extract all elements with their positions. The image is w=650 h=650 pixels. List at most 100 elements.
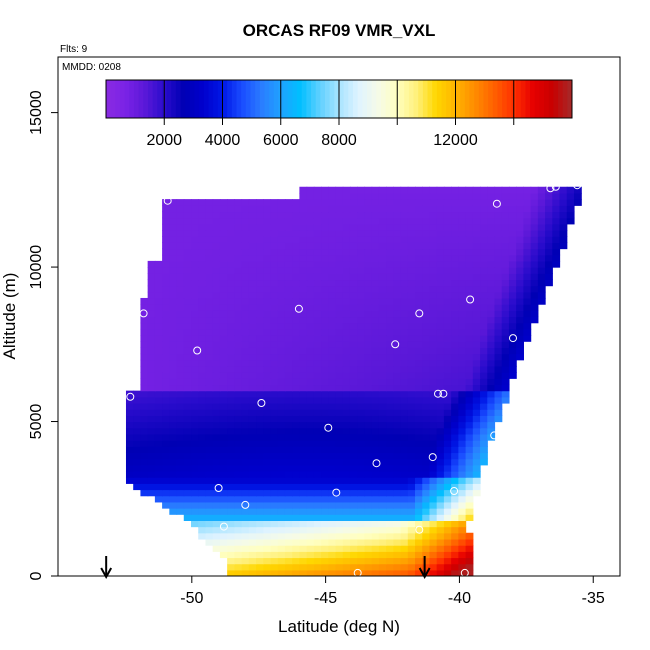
heatmap-cell [277, 378, 286, 386]
heatmap-cell [400, 458, 409, 466]
heatmap-cell [176, 464, 185, 472]
heatmap-cell [393, 304, 402, 311]
heatmap-cell [277, 390, 286, 398]
heatmap-cell [530, 192, 539, 200]
colorbar-segment [427, 80, 433, 118]
heatmap-cell [270, 403, 279, 410]
heatmap-cell [501, 273, 510, 281]
heatmap-cell [335, 446, 344, 454]
heatmap-cell [270, 396, 279, 404]
heatmap-cell [256, 223, 264, 231]
heatmap-cell [219, 310, 228, 318]
heatmap-cell [494, 353, 503, 361]
heatmap-cell [487, 248, 496, 256]
heatmap-cell [480, 285, 488, 293]
heatmap-cell [328, 390, 337, 398]
heatmap-cell [335, 433, 344, 441]
heatmap-cell [393, 427, 402, 435]
heatmap-cell [299, 223, 308, 231]
heatmap-cell [429, 483, 438, 491]
heatmap-cell [198, 316, 207, 324]
heatmap-cell [480, 310, 488, 318]
heatmap-cell [227, 297, 235, 305]
heatmap-cell [183, 372, 192, 379]
heatmap-cell [429, 267, 438, 274]
heatmap-cell [458, 260, 467, 268]
heatmap-cell [306, 199, 315, 206]
heatmap-cell [364, 316, 373, 324]
heatmap-cell [227, 403, 235, 410]
heatmap-cell [480, 452, 488, 460]
colorbar-segment [478, 80, 484, 118]
heatmap-cell [364, 365, 373, 373]
heatmap-cell [566, 186, 575, 194]
heatmap-cell [191, 464, 199, 472]
heatmap-cell [386, 526, 394, 534]
heatmap-cell [248, 501, 257, 509]
heatmap-cell [227, 569, 235, 576]
heatmap-cell [472, 464, 481, 472]
heatmap-cell [443, 297, 452, 305]
heatmap-cell [198, 297, 207, 305]
heatmap-cell [443, 551, 452, 559]
heatmap-cell [256, 440, 264, 447]
heatmap-cell [530, 316, 539, 324]
heatmap-cell [422, 223, 431, 231]
heatmap-cell [169, 279, 178, 287]
heatmap-cell [306, 477, 315, 484]
heatmap-cell [313, 316, 322, 324]
heatmap-cell [292, 489, 300, 497]
heatmap-cell [393, 372, 402, 379]
heatmap-cell [328, 563, 337, 571]
heatmap-cell [299, 353, 308, 361]
heatmap-cell [371, 341, 380, 348]
heatmap-cell [321, 489, 329, 497]
heatmap-cell [191, 291, 199, 299]
heatmap-cell [371, 260, 380, 268]
heatmap-cell [378, 297, 387, 305]
heatmap-cell [328, 477, 337, 484]
heatmap-cell [162, 267, 170, 274]
heatmap-cell [465, 236, 474, 243]
heatmap-cell [415, 285, 423, 293]
heatmap-cell [299, 483, 308, 491]
heatmap-cell [154, 483, 163, 491]
colorbar-segment [325, 80, 331, 118]
heatmap-cell [306, 514, 315, 521]
heatmap-cell [227, 520, 235, 528]
heatmap-cell [191, 489, 199, 497]
heatmap-cell [480, 421, 488, 429]
heatmap-cell [458, 242, 467, 250]
heatmap-cell [147, 310, 156, 318]
heatmap-cell [349, 254, 358, 262]
heatmap-cell [415, 279, 423, 287]
heatmap-cell [248, 248, 257, 256]
heatmap-cell [292, 273, 300, 281]
heatmap-cell [191, 341, 199, 348]
heatmap-cell [472, 477, 481, 484]
colorbar: 2000 4000 6000 8000 12000 [105, 79, 573, 149]
heatmap-cell [198, 242, 207, 250]
heatmap-cell [364, 440, 373, 447]
heatmap-cell [176, 310, 185, 318]
heatmap-cell [436, 316, 445, 324]
heatmap-cell [183, 483, 192, 491]
heatmap-cell [494, 335, 503, 342]
heatmap-cell [501, 279, 510, 287]
heatmap-cell [198, 464, 207, 472]
heatmap-cell [335, 427, 344, 435]
heatmap-cell [176, 211, 185, 219]
heatmap-cell [212, 254, 221, 262]
heatmap-cell [480, 199, 488, 206]
heatmap-cell [501, 310, 510, 318]
heatmap-cell [169, 254, 178, 262]
heatmap-cell [349, 563, 358, 571]
heatmap-cell [191, 273, 199, 281]
colorbar-segment [292, 80, 298, 118]
heatmap-cell [472, 433, 481, 441]
heatmap-cell [140, 316, 149, 324]
heatmap-cell [183, 236, 192, 243]
heatmap-cell [256, 409, 264, 416]
heatmap-cell [487, 273, 496, 281]
heatmap-cell [501, 328, 510, 336]
